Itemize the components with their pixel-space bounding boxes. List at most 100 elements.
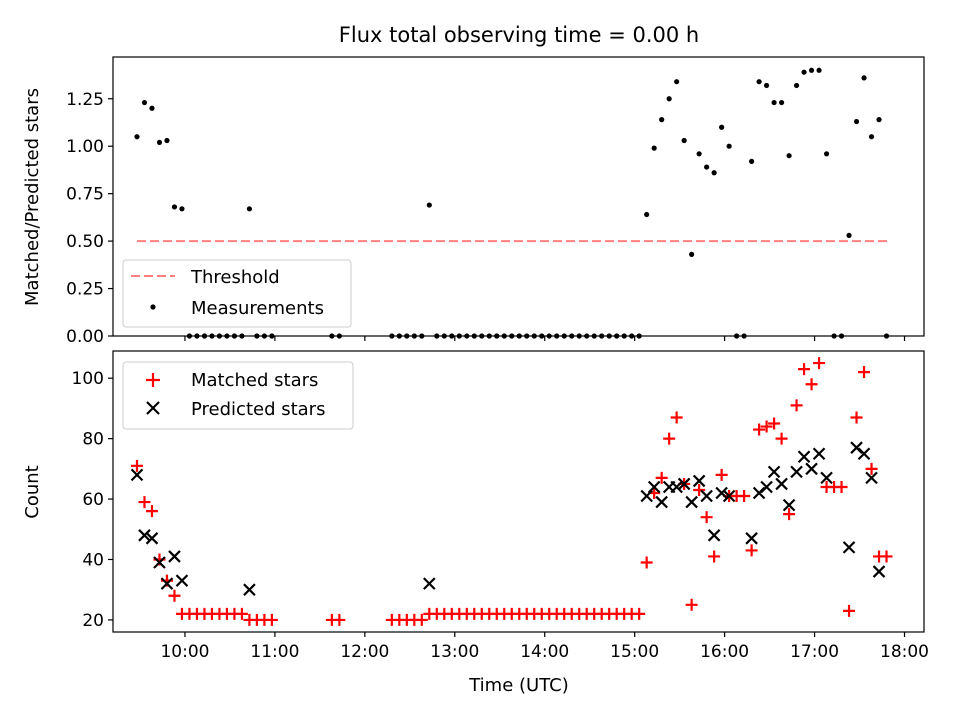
- measurement-point: [808, 67, 815, 73]
- predicted-star-point: [790, 465, 803, 479]
- measurement-point: [756, 79, 762, 85]
- predicted-star-point: [745, 532, 758, 545]
- bottom-y-tick-label: 80: [82, 430, 104, 450]
- predicted-star-point: [647, 480, 661, 494]
- predicted-star-point: [655, 495, 668, 509]
- bottom-y-axis-label: Count: [22, 465, 43, 518]
- matched-star-point: [130, 459, 143, 472]
- measurement-point: [763, 82, 770, 89]
- measurement-point: [141, 99, 148, 106]
- matched-star-point: [843, 604, 856, 617]
- matched-star-point: [880, 550, 893, 563]
- measurement-point: [816, 67, 822, 73]
- matched-star-point: [640, 556, 653, 569]
- matched-star-point: [145, 505, 158, 518]
- x-tick-label: 16:00: [700, 642, 749, 662]
- predicted-star-point: [153, 556, 166, 569]
- top-axes-frame: [112, 56, 925, 337]
- chart-title: Flux total observing time = 0.00 h: [339, 23, 699, 47]
- matched-star-point: [633, 607, 646, 620]
- matched-star-point: [168, 589, 181, 602]
- x-tick-label: 17:00: [790, 642, 839, 662]
- bottom-y-tick-label: 40: [82, 550, 104, 570]
- measurement-point: [246, 206, 253, 212]
- predicted-star-point: [872, 565, 886, 578]
- predicted-star-point: [797, 450, 811, 464]
- matched-star-point: [850, 411, 863, 424]
- matched-star-point: [138, 496, 151, 509]
- measurement-point: [853, 118, 860, 125]
- predicted-star-point: [423, 577, 436, 590]
- predicted-star-point: [145, 532, 159, 545]
- measurement-point: [156, 139, 163, 146]
- predicted-star-point: [812, 447, 826, 461]
- x-tick-label: 13:00: [430, 642, 479, 662]
- predicted-star-point: [775, 477, 788, 491]
- matched-star-point: [685, 598, 698, 611]
- predicted-star-point: [820, 471, 833, 485]
- top-legend: Threshold Measurements: [122, 259, 352, 328]
- predicted-star-point: [160, 577, 174, 590]
- bottom-legend: Matched stars Predicted stars: [122, 361, 354, 430]
- measurement-point: [666, 96, 672, 102]
- matched-star-point: [235, 607, 248, 620]
- matched-star-point: [700, 511, 713, 524]
- matched-star-point: [655, 471, 668, 484]
- bottom-y-tick-label: 20: [82, 611, 104, 631]
- measurement-point: [868, 134, 875, 140]
- x-axis-label: Time (UTC): [468, 675, 569, 696]
- predicted-star-point: [842, 541, 856, 554]
- measurement-point: [674, 79, 680, 85]
- matched-star-point: [858, 366, 871, 379]
- matched-star-point: [708, 550, 721, 563]
- measurement-point: [726, 143, 732, 149]
- matched-star-point: [805, 378, 818, 391]
- x-tick-label: 11:00: [250, 642, 299, 662]
- predicted-star-point: [138, 529, 151, 542]
- measurement-point: [426, 202, 432, 208]
- legend-predicted-swatch: [146, 401, 160, 415]
- measurement-point: [876, 117, 882, 123]
- legend-predicted-label: Predicted stars: [191, 399, 325, 420]
- predicted-star-point: [782, 498, 796, 512]
- legend-measurements-swatch: [150, 304, 156, 310]
- matched-star-point: [415, 613, 428, 626]
- x-tick-label: 10:00: [160, 642, 209, 662]
- measurement-point: [801, 69, 807, 75]
- measurement-point: [681, 137, 687, 144]
- bottom-legend-box: [122, 361, 354, 430]
- matched-star-point: [738, 490, 751, 503]
- matched-star-point: [790, 399, 803, 412]
- matched-star-point: [715, 468, 728, 481]
- legend-matched-swatch: [146, 373, 160, 387]
- bottom-panel: 20 40 60 80 100 10:00 11:00 12:00 13:00 14:00 15:0…: [22, 350, 929, 696]
- matched-star-point: [775, 432, 788, 445]
- legend-threshold-label: Threshold: [190, 267, 280, 288]
- measurement-point: [134, 134, 140, 140]
- top-y-tick-label: 0.00: [66, 327, 104, 347]
- matched-star-point: [783, 508, 796, 521]
- predicted-star-point: [677, 477, 691, 491]
- predicted-star-point: [865, 471, 878, 485]
- predicted-star-point: [168, 550, 181, 563]
- measurement-point: [786, 153, 792, 159]
- top-y-tick-label: 0.50: [66, 232, 104, 252]
- bottom-y-tick-label: 100: [72, 369, 104, 389]
- predicted-star-point: [805, 462, 818, 476]
- measurement-point: [164, 137, 170, 144]
- matched-star-point: [865, 462, 878, 475]
- matched-star-point: [753, 423, 766, 436]
- predicted-star-point: [700, 489, 713, 503]
- measurement-point: [846, 232, 852, 239]
- measurement-point: [689, 251, 695, 257]
- bottom-axes-frame: [112, 350, 925, 633]
- measurement-point: [711, 170, 717, 176]
- top-y-tick-label: 1.25: [66, 90, 104, 110]
- top-y-tick-label: 1.00: [66, 137, 104, 157]
- predicted-star-point: [670, 480, 683, 494]
- measurement-point: [149, 105, 155, 111]
- predicted-star-point: [685, 495, 698, 509]
- predicted-star-point: [760, 480, 773, 494]
